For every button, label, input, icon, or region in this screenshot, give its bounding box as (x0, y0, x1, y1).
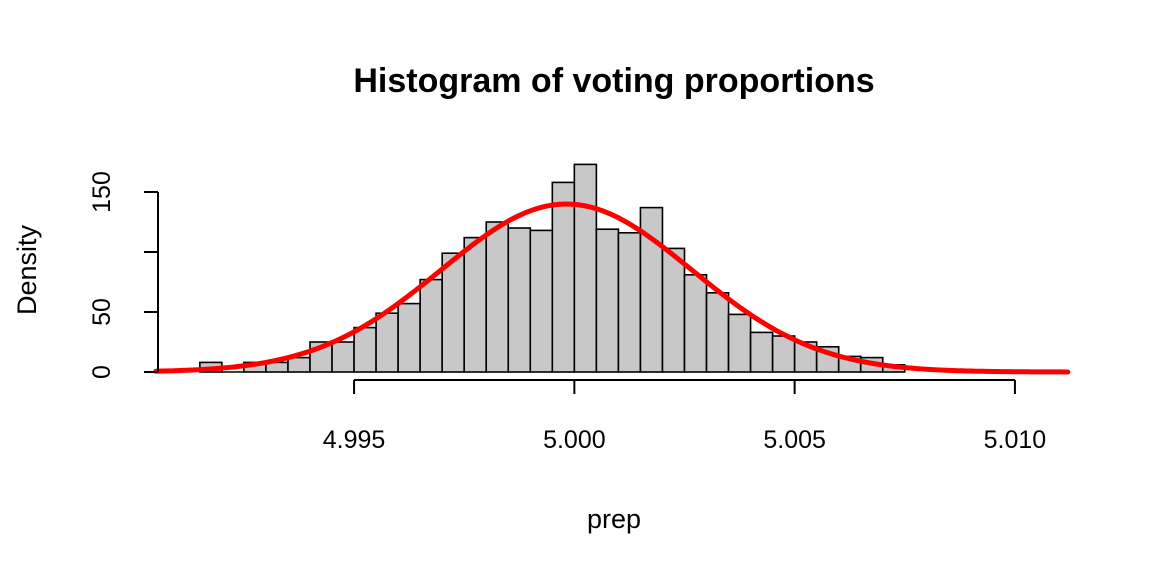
histogram-bar (595, 228, 620, 373)
chart-title: Histogram of voting proportions (353, 62, 874, 100)
histogram-bar (749, 331, 774, 373)
y-tick-label: 50 (88, 298, 116, 326)
histogram-bar (507, 227, 532, 373)
histogram-bars (199, 163, 906, 373)
histogram-bar (397, 302, 421, 373)
x-tick-label: 5.000 (543, 426, 606, 454)
x-tick-label: 4.995 (323, 426, 386, 454)
histogram-bar (375, 312, 399, 373)
y-axis-label: Density (12, 224, 42, 315)
y-tick-label: 0 (88, 365, 116, 379)
histogram-bar (463, 236, 488, 373)
histogram-bar (617, 232, 642, 373)
normal-density-curve (153, 201, 1071, 375)
histogram-bar (419, 278, 443, 373)
histogram-bar (771, 335, 796, 373)
histogram-bar (331, 341, 355, 373)
histogram-bar (705, 291, 730, 373)
histogram-bar (353, 326, 377, 373)
histogram-bar (287, 356, 311, 373)
histogram-bar (573, 163, 598, 373)
histogram-bar (441, 252, 466, 373)
x-axis-label: prep (587, 504, 641, 534)
histogram-bar (661, 247, 686, 373)
x-tick-label: 5.010 (984, 426, 1047, 454)
histogram-bar (529, 229, 554, 373)
x-axis: 4.995 5.000 5.005 5.010 (323, 379, 1047, 454)
x-tick-label: 5.005 (763, 426, 826, 454)
histogram-bar (551, 181, 576, 373)
y-tick-label: 150 (88, 171, 116, 213)
histogram-bar (727, 313, 752, 373)
histogram-bar (683, 273, 708, 373)
histogram-bar (485, 221, 510, 373)
y-axis: 0 50 150 (88, 171, 159, 379)
